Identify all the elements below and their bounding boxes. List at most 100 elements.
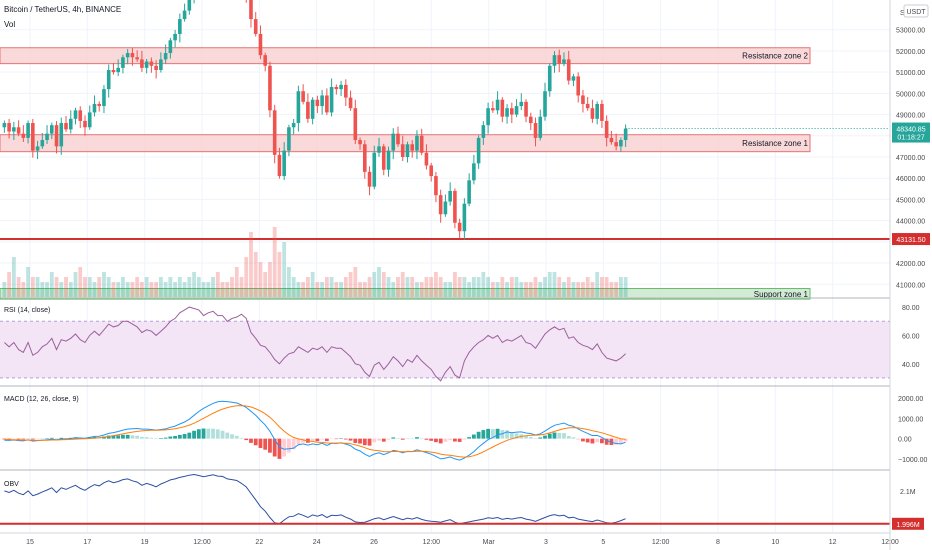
macd-histogram-bar: [296, 438, 301, 445]
volume-bar: [324, 277, 329, 297]
candle-body: [623, 128, 628, 141]
price-axis-background[interactable]: [890, 0, 932, 550]
candle-body: [381, 146, 386, 170]
candle-body: [604, 120, 609, 138]
pane-separators[interactable]: [0, 297, 932, 534]
candle-body: [557, 55, 562, 64]
candle-body: [173, 33, 177, 41]
macd-histogram-bar: [116, 435, 121, 439]
volume-bar: [618, 277, 623, 297]
macd-histogram-bar: [7, 438, 12, 440]
candle: [253, 12, 258, 37]
candle: [462, 198, 467, 240]
candle-body: [154, 65, 158, 71]
volume-bar: [16, 277, 21, 297]
volume-bar: [372, 272, 377, 297]
candle-body: [68, 118, 73, 130]
candle: [12, 121, 16, 141]
candle: [419, 128, 424, 156]
price-tick-label: 46000.00: [896, 176, 925, 183]
zone-rect[interactable]: [0, 288, 811, 300]
macd-histogram-bar: [111, 435, 116, 439]
macd-histogram-bar: [358, 438, 362, 444]
rsi-tick-label: 60.00: [902, 333, 920, 340]
candle: [381, 143, 386, 176]
candle: [310, 97, 315, 125]
candle: [282, 142, 286, 181]
candle-body: [26, 123, 30, 138]
candle: [31, 119, 35, 158]
candle: [258, 25, 263, 60]
candle-body: [287, 127, 291, 151]
candle-body: [457, 222, 462, 232]
macd-histogram-bar: [505, 430, 509, 439]
volume-bar: [158, 277, 163, 297]
macd-histogram-bar: [552, 432, 557, 439]
price-tick-label: 53000.00: [896, 28, 925, 35]
candle-body: [163, 53, 168, 60]
volume-bar: [40, 282, 45, 297]
candle-body: [514, 106, 519, 115]
candle-body: [54, 125, 59, 147]
macd-histogram-bar: [576, 438, 581, 440]
volume-bar: [21, 282, 26, 297]
volume-bar: [268, 262, 272, 297]
zone-rect[interactable]: [0, 134, 811, 153]
macd-histogram-bar: [59, 437, 64, 439]
macd-histogram-bar: [585, 438, 590, 443]
price-tick-label: 50000.00: [896, 91, 925, 98]
scale-mode-label[interactable]: S: [900, 10, 905, 17]
candle: [173, 29, 177, 48]
candle: [367, 166, 372, 196]
volume-bar: [301, 282, 306, 297]
macd-histogram-bar: [372, 438, 377, 443]
time-tick-label: 3: [544, 539, 548, 546]
volume-bar: [258, 262, 263, 297]
candle-body: [377, 146, 381, 153]
candle-body: [92, 103, 97, 113]
candle: [334, 84, 339, 95]
candle-body: [73, 110, 78, 119]
candle: [396, 126, 400, 147]
candle: [362, 140, 367, 179]
candle-body: [533, 123, 538, 138]
volume-bar: [495, 282, 500, 297]
volume-bar: [201, 282, 206, 297]
macd-histogram-bar: [268, 438, 272, 453]
volume-bar: [481, 272, 486, 297]
volume-bar: [348, 272, 353, 297]
zone-rect[interactable]: [0, 47, 811, 65]
candle-body: [45, 133, 49, 141]
volume-bar: [623, 277, 628, 297]
currency-badge-text: USDT: [906, 9, 926, 16]
candle: [125, 49, 130, 65]
volume-bar: [509, 277, 514, 297]
chart-title: Bitcoin / TetherUS, 4h, BINANCE: [4, 5, 121, 14]
candle: [144, 58, 149, 74]
candle-body: [182, 10, 187, 20]
time-tick-label: 12:00: [193, 539, 211, 546]
macd-histogram-bar: [595, 438, 600, 443]
candle-body: [353, 108, 358, 141]
macd-pane: [2, 400, 628, 461]
obv-tick-label: 2.1M: [900, 489, 916, 496]
currency-badge[interactable]: USDT: [903, 4, 929, 18]
macd-histogram-bar: [225, 432, 230, 439]
candle-body: [510, 108, 514, 115]
volume-bar: [192, 272, 196, 297]
candle: [73, 107, 78, 125]
candle-body: [396, 133, 400, 145]
volume-bar: [244, 257, 249, 297]
volume-bar: [405, 277, 410, 297]
volume-bar: [381, 272, 386, 297]
candle: [315, 95, 320, 114]
candle-body: [144, 61, 149, 68]
macd-histogram-bar: [367, 438, 372, 446]
rsi-tick-label: 80.00: [902, 305, 920, 312]
macd-histogram-bar: [424, 438, 429, 440]
candle: [609, 130, 614, 145]
macd-histogram-bar: [49, 437, 54, 439]
macd-histogram-bar: [11, 438, 16, 440]
zone-label: Resistance zone 1: [742, 139, 808, 148]
